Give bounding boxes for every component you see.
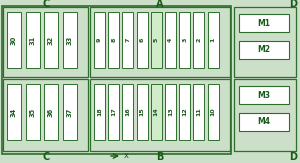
Bar: [194, 12, 204, 68]
Bar: [26, 12, 40, 68]
Bar: [90, 7, 230, 77]
Text: C: C: [42, 0, 50, 9]
Text: 2: 2: [196, 38, 201, 42]
Bar: [239, 14, 289, 32]
Bar: [2, 6, 231, 154]
Text: 17: 17: [111, 108, 116, 116]
Text: D: D: [289, 0, 297, 9]
Text: 8: 8: [111, 38, 116, 42]
Bar: [179, 12, 190, 68]
Text: B: B: [156, 152, 164, 162]
Text: 15: 15: [140, 108, 145, 116]
Bar: [194, 84, 204, 140]
Bar: [44, 84, 58, 140]
Text: 5: 5: [154, 38, 159, 42]
Text: 36: 36: [48, 107, 54, 117]
Bar: [239, 113, 289, 131]
Text: 9: 9: [97, 38, 102, 42]
Bar: [108, 84, 119, 140]
Text: 11: 11: [196, 108, 201, 116]
Text: M2: M2: [257, 45, 271, 54]
Bar: [234, 7, 296, 77]
Text: 32: 32: [48, 35, 54, 45]
Bar: [208, 12, 219, 68]
Bar: [7, 84, 21, 140]
Bar: [151, 84, 162, 140]
Text: 35: 35: [29, 107, 35, 117]
Text: C: C: [42, 152, 50, 162]
Text: 14: 14: [154, 108, 159, 116]
Bar: [3, 7, 88, 77]
Text: 3: 3: [182, 38, 187, 42]
Bar: [136, 12, 148, 68]
Bar: [208, 84, 219, 140]
Text: 1: 1: [211, 38, 216, 42]
Bar: [108, 12, 119, 68]
Bar: [62, 84, 76, 140]
Text: 6: 6: [140, 38, 145, 42]
Bar: [26, 84, 40, 140]
Text: M1: M1: [257, 18, 271, 28]
Text: 16: 16: [125, 108, 130, 116]
Text: D: D: [289, 152, 297, 162]
Text: 10: 10: [211, 108, 216, 116]
Text: x: x: [124, 151, 129, 161]
Text: 34: 34: [11, 107, 17, 117]
Bar: [136, 84, 148, 140]
Bar: [122, 12, 134, 68]
Text: 12: 12: [182, 108, 187, 116]
Bar: [62, 12, 76, 68]
Bar: [94, 84, 105, 140]
Text: 7: 7: [125, 38, 130, 42]
Bar: [151, 12, 162, 68]
Text: 13: 13: [168, 108, 173, 116]
Bar: [3, 79, 88, 151]
Text: 33: 33: [67, 35, 73, 45]
Bar: [44, 12, 58, 68]
Text: M3: M3: [257, 90, 271, 99]
Text: M4: M4: [257, 118, 271, 126]
Bar: [122, 84, 134, 140]
Bar: [179, 84, 190, 140]
Bar: [239, 41, 289, 59]
Text: 37: 37: [67, 107, 73, 117]
Bar: [239, 86, 289, 104]
Bar: [90, 79, 230, 151]
Text: 31: 31: [29, 35, 35, 45]
Text: 18: 18: [97, 108, 102, 116]
Text: 30: 30: [11, 35, 17, 45]
Bar: [234, 79, 296, 151]
Bar: [7, 12, 21, 68]
Bar: [165, 12, 176, 68]
Text: 4: 4: [168, 38, 173, 42]
Text: A: A: [156, 0, 164, 9]
Bar: [94, 12, 105, 68]
Bar: [165, 84, 176, 140]
